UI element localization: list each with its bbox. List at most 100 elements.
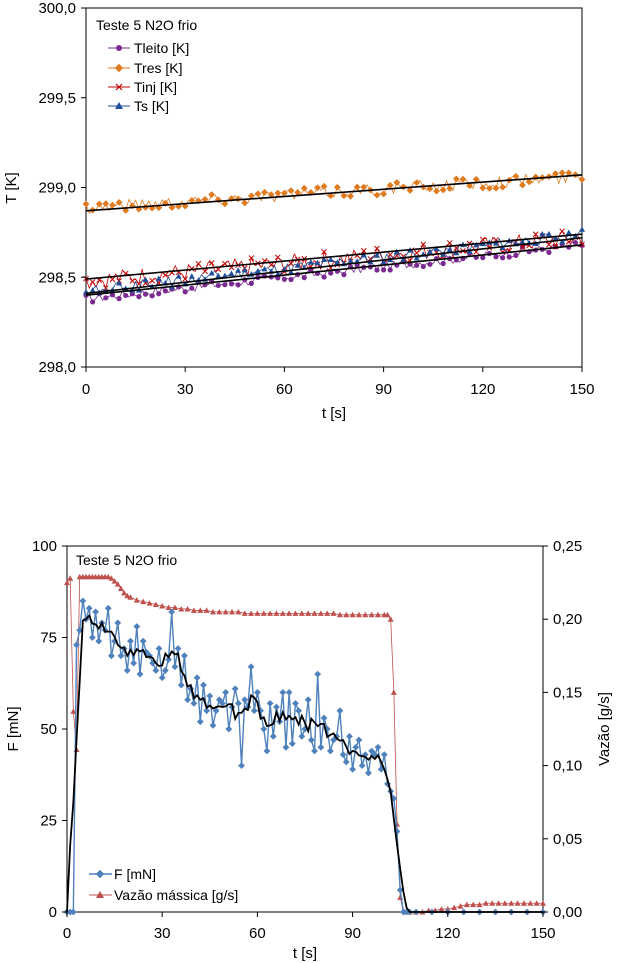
massflow-point bbox=[121, 589, 128, 596]
series-1-point bbox=[519, 181, 526, 189]
force-point bbox=[193, 674, 201, 682]
series-1-point bbox=[267, 191, 275, 198]
force-point bbox=[88, 634, 96, 641]
series-0-point bbox=[288, 276, 294, 283]
series-2-point bbox=[208, 260, 215, 266]
massflow-point bbox=[267, 610, 274, 616]
chart-temperature: 0 30 60 90 120 150 298,0298,5299,0299,5300,0 … bbox=[3, 0, 595, 422]
series-1-point bbox=[274, 189, 282, 197]
massflow-point bbox=[508, 900, 515, 906]
y2-axis-label-2: Vazão [g/s] bbox=[596, 692, 613, 766]
series-2-point bbox=[321, 249, 327, 255]
force-point bbox=[108, 652, 115, 660]
massflow-point bbox=[470, 901, 477, 908]
massflow-point bbox=[463, 901, 470, 908]
massflow-point bbox=[105, 573, 112, 580]
massflow-point bbox=[324, 610, 331, 616]
series-1-point bbox=[565, 169, 573, 177]
series-3-point bbox=[155, 275, 162, 281]
force-point bbox=[123, 667, 131, 674]
x-tick-label-1: 120 bbox=[470, 381, 495, 398]
series-1-point bbox=[221, 200, 229, 208]
series-0-point bbox=[103, 295, 109, 301]
force-point bbox=[330, 736, 337, 744]
massflow-point bbox=[336, 611, 343, 618]
massflow-point bbox=[260, 610, 267, 616]
series-1-point bbox=[241, 199, 249, 207]
force-point bbox=[298, 732, 306, 740]
series-0-point bbox=[480, 255, 486, 261]
massflow-point bbox=[159, 603, 166, 609]
force-point bbox=[241, 696, 249, 704]
series-1-point bbox=[472, 175, 480, 183]
massflow-point bbox=[184, 605, 191, 612]
force-point bbox=[139, 637, 147, 645]
legend-item-massflow: Vazão mássica [g/s] bbox=[89, 887, 238, 903]
massflow-point bbox=[197, 607, 204, 613]
force-point bbox=[231, 685, 239, 693]
series-0-point bbox=[414, 262, 420, 268]
x-tick-label-2: 120 bbox=[435, 925, 460, 942]
massflow-point bbox=[514, 900, 521, 906]
massflow-point bbox=[203, 607, 210, 613]
series-3-point bbox=[175, 273, 182, 279]
massflow-point bbox=[209, 608, 216, 615]
series-0-point bbox=[493, 254, 499, 260]
series-3-point bbox=[314, 259, 321, 266]
series-2-point bbox=[420, 241, 427, 248]
series-3-point bbox=[241, 266, 248, 273]
massflow-point bbox=[241, 610, 248, 616]
massflow-point bbox=[349, 611, 356, 618]
force-point bbox=[292, 699, 299, 707]
force-point bbox=[279, 689, 287, 696]
massflow-point bbox=[67, 575, 74, 581]
massflow-point bbox=[171, 604, 178, 610]
force-point bbox=[263, 747, 271, 755]
force-line bbox=[67, 600, 543, 913]
series-2-point bbox=[479, 236, 486, 243]
series-0-point bbox=[440, 260, 446, 267]
x-axis-label-2: t [s] bbox=[293, 945, 317, 962]
series-line-3 bbox=[85, 228, 583, 296]
series-0-point bbox=[189, 285, 195, 291]
legend-label-tres: Tres [K] bbox=[134, 60, 183, 76]
force-point bbox=[288, 740, 296, 748]
series-1-point bbox=[373, 191, 381, 199]
massflow-point bbox=[117, 585, 124, 591]
series-0-point bbox=[546, 249, 552, 255]
force-point bbox=[342, 758, 350, 766]
series-2-point bbox=[109, 276, 116, 283]
legend-label-ts: Ts [K] bbox=[134, 98, 169, 114]
series-1-point bbox=[552, 170, 559, 178]
series-3-point bbox=[89, 287, 96, 293]
series-2-point bbox=[248, 255, 255, 261]
massflow-point bbox=[501, 900, 508, 906]
series-0-point bbox=[500, 255, 506, 261]
y-tick-label-2: 0 bbox=[49, 904, 57, 921]
series-2-point bbox=[579, 241, 585, 248]
force-point bbox=[196, 718, 204, 726]
massflow-point bbox=[248, 610, 255, 616]
series-1-point bbox=[439, 186, 447, 194]
series-1-point bbox=[380, 190, 387, 198]
massflow-point bbox=[286, 610, 293, 616]
force-point bbox=[215, 696, 223, 704]
thrust-flow-series-marks bbox=[63, 573, 547, 916]
plot-area-1 bbox=[85, 7, 583, 368]
series-1-point bbox=[201, 195, 209, 203]
force-point bbox=[238, 762, 245, 769]
series-3-point bbox=[334, 259, 341, 265]
force-point bbox=[368, 747, 376, 755]
force-point bbox=[336, 707, 344, 715]
massflow-point bbox=[279, 610, 286, 616]
series-3-point bbox=[446, 246, 453, 253]
massflow-point bbox=[438, 906, 445, 912]
y2-tick-label-2: 0,20 bbox=[553, 611, 582, 628]
massflow-point bbox=[127, 594, 134, 600]
massflow-point bbox=[387, 616, 394, 622]
y-ticks-2: 0 25 50 75 100 bbox=[32, 538, 67, 921]
series-0-point bbox=[142, 291, 149, 297]
series-0-point bbox=[123, 292, 129, 299]
y-tick-label-1: 299,5 bbox=[38, 90, 76, 107]
x-ticks-1: 0 30 60 90 120 150 bbox=[82, 367, 595, 398]
